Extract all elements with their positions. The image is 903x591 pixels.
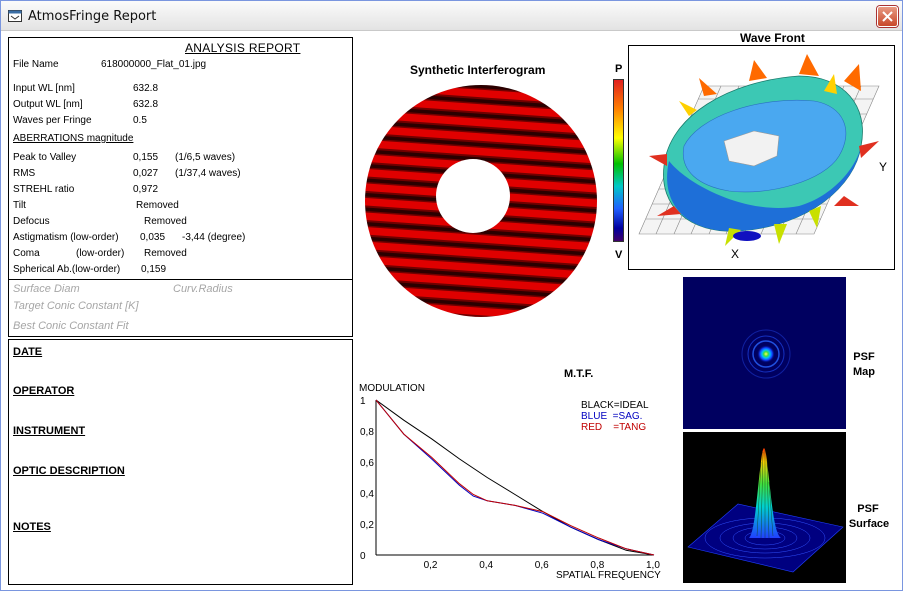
- close-button[interactable]: [877, 6, 898, 27]
- mtf-y-tick-label: 0,4: [360, 489, 374, 500]
- optic-description-label: OPTIC DESCRIPTION: [13, 465, 125, 477]
- ptv-label: Peak to Valley: [13, 152, 77, 163]
- date-label: DATE: [13, 346, 43, 358]
- mtf-series-ideal: [375, 399, 655, 556]
- rms-waves: (1/37,4 waves): [175, 168, 241, 179]
- psf-map-image: [683, 277, 846, 429]
- psf-map-label-1: PSF: [853, 351, 875, 363]
- coma-order: (low-order): [76, 248, 125, 259]
- report-heading: ANALYSIS REPORT: [185, 41, 301, 55]
- instrument-label: INSTRUMENT: [13, 425, 86, 437]
- wavefront-x-label: X: [731, 247, 739, 261]
- waves-value: 0.5: [133, 115, 147, 126]
- wavefront-y-label: Y: [879, 160, 887, 174]
- mtf-series-tang: [375, 399, 655, 556]
- strehl-value: 0,972: [133, 184, 159, 195]
- wavefront-title: Wave Front: [740, 31, 805, 45]
- mtf-y-tick-label: 1: [360, 396, 366, 407]
- strehl-label: STREHL ratio: [13, 184, 75, 195]
- astigmatism-degree: -3,44 (degree): [182, 232, 246, 243]
- output-wl-label: Output WL [nm]: [13, 99, 83, 110]
- psf-surface-graphic: [687, 448, 844, 573]
- tilt-value: Removed: [136, 200, 179, 211]
- mtf-series-sag: [375, 399, 655, 556]
- psf-surface-label-2: Surface: [848, 518, 890, 530]
- app-window-icon: [8, 10, 22, 22]
- spherical-value: 0,159: [141, 264, 167, 275]
- psf-map-label-2: Map: [853, 366, 875, 378]
- input-wl-value: 632.8: [133, 83, 159, 94]
- input-wl-label: Input WL [nm]: [13, 83, 75, 94]
- target-conic-label: Target Conic Constant [K]: [13, 300, 139, 312]
- mtf-x-axis-label: SPATIAL FREQUENCY: [556, 570, 661, 581]
- analysis-report-panel: ANALYSIS REPORT File Name 618000000_Flat…: [8, 37, 353, 337]
- notes-label: NOTES: [13, 521, 51, 533]
- report-divider: [9, 279, 352, 280]
- psf-surface-image: [683, 432, 846, 583]
- mtf-y-tick-label: 0,6: [360, 458, 374, 469]
- mtf-y-tick-label: 0,2: [360, 520, 374, 531]
- wavefront-surface: Y X: [638, 54, 887, 261]
- psf-surface-label-1: PSF: [857, 503, 879, 515]
- operator-label: OPERATOR: [13, 385, 75, 397]
- mtf-x-tick-label: 0,6: [535, 560, 549, 570]
- rms-value: 0,027: [133, 168, 159, 179]
- coma-label: Coma: [13, 248, 40, 259]
- close-icon: [882, 11, 893, 22]
- interferogram-image: [365, 85, 597, 317]
- title-bar: AtmosFringe Report: [1, 1, 902, 31]
- psf-map-graphic: [741, 329, 791, 379]
- mtf-legend-sag: BLUE =SAG.: [581, 411, 643, 422]
- coma-value: Removed: [144, 248, 187, 259]
- astigmatism-value: 0,035: [140, 232, 166, 243]
- aberrations-heading: ABERRATIONS magnitude: [13, 133, 134, 144]
- file-name-value: 618000000_Flat_01.jpg: [101, 59, 207, 70]
- window-title: AtmosFringe Report: [28, 9, 157, 24]
- curv-radius-label: Curv.Radius: [173, 283, 233, 295]
- interferogram-title: Synthetic Interferogram: [410, 63, 546, 77]
- mtf-x-tick-label: 0,4: [479, 560, 493, 570]
- scale-peak-label: P: [615, 63, 623, 75]
- file-name-label: File Name: [13, 59, 59, 70]
- spherical-label: Spherical Ab.(low-order): [13, 264, 121, 275]
- mtf-legend-tang: RED =TANG: [581, 422, 647, 433]
- mtf-x-tick-label: 0,2: [424, 560, 438, 570]
- color-scale-bar: [613, 79, 624, 242]
- mtf-legend-ideal: BLACK=IDEAL: [581, 400, 649, 411]
- best-conic-label: Best Conic Constant Fit: [13, 320, 129, 332]
- surface-diam-label: Surface Diam: [13, 283, 80, 295]
- mtf-chart: 0 0,2 0,4 0,6 0,8 1 0,2 0,4 0,6 0,8 1,0: [360, 396, 660, 570]
- tilt-label: Tilt: [13, 200, 26, 211]
- rms-label: RMS: [13, 168, 36, 179]
- astigmatism-label: Astigmatism (low-order): [13, 232, 119, 243]
- scale-valley-label: V: [615, 249, 623, 261]
- ptv-waves: (1/6,5 waves): [175, 152, 236, 163]
- defocus-label: Defocus: [13, 216, 50, 227]
- defocus-value: Removed: [144, 216, 187, 227]
- mtf-y-tick-label: 0: [360, 551, 366, 562]
- mtf-y-tick-label: 0,8: [360, 427, 374, 438]
- mtf-x-tick-label: 1,0: [646, 560, 660, 570]
- wavefront-plot: Y X: [628, 45, 895, 270]
- output-wl-value: 632.8: [133, 99, 159, 110]
- mtf-x-tick-label: 0,8: [590, 560, 604, 570]
- mtf-y-axis-label: MODULATION: [359, 383, 425, 394]
- info-panel: DATE OPERATOR INSTRUMENT OPTIC DESCRIPTI…: [8, 339, 353, 585]
- ptv-value: 0,155: [133, 152, 159, 163]
- mtf-title: M.T.F.: [564, 368, 594, 380]
- waves-label: Waves per Fringe: [13, 115, 92, 126]
